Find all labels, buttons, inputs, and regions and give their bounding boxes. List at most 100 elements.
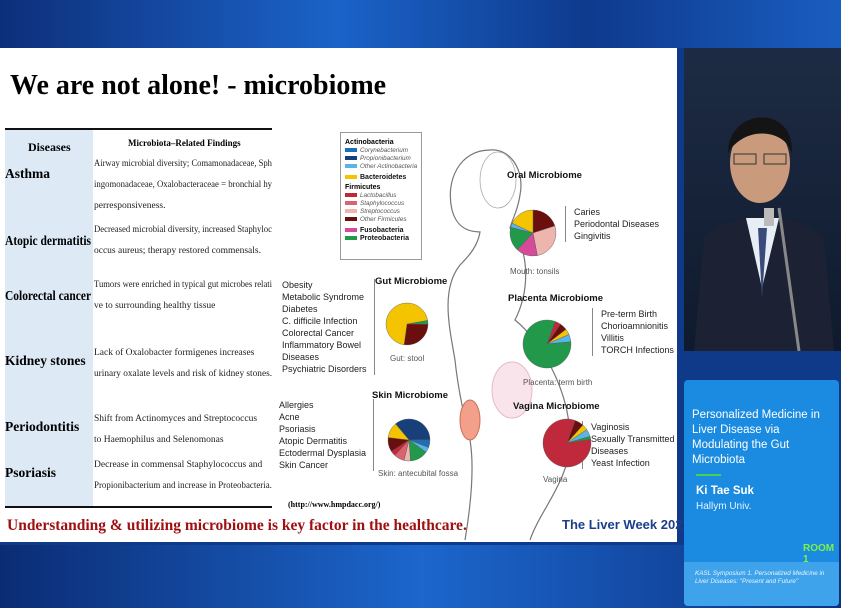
finding-line: Tumors were enriched in typical gut micr… bbox=[94, 280, 273, 290]
accent-line bbox=[696, 474, 721, 476]
finding-line: Lack of Oxalobacter formigenes increases bbox=[94, 348, 255, 358]
vagina-caption: Vagina bbox=[543, 475, 568, 484]
finding-line: Decreased microbial diversity, increased… bbox=[94, 225, 273, 235]
legend-item: Fusobacteria bbox=[345, 226, 417, 234]
legend-swatch bbox=[345, 156, 357, 160]
legend-label: Staphylococcus bbox=[360, 199, 405, 207]
disease-name: Colorectal cancer bbox=[5, 288, 92, 303]
legend-label: Lactobacillus bbox=[360, 191, 397, 199]
disease-item: Diseases bbox=[282, 352, 320, 362]
gut-pie-chart bbox=[385, 302, 429, 346]
gut-caption: Gut: stool bbox=[390, 354, 425, 363]
finding-line: Airway microbial diversity; Comamonadace… bbox=[94, 159, 272, 169]
disease-item: Villitis bbox=[601, 333, 624, 343]
phylum-legend: Actinobacteria Corynebacterium Propionibac… bbox=[340, 132, 422, 260]
oral-microbiome-title: Oral Microbiome bbox=[507, 170, 582, 181]
skin-microbiome-title: Skin Microbiome bbox=[372, 390, 449, 401]
disease-item: Acne bbox=[279, 412, 300, 422]
disease-item: Psychiatric Disorders bbox=[282, 364, 367, 374]
legend-swatch bbox=[345, 164, 357, 168]
talk-title: Personalized Medicine in Liver Disease v… bbox=[692, 409, 820, 466]
body-silhouette bbox=[447, 149, 571, 540]
legend-swatch bbox=[345, 175, 357, 179]
legend-label: Propionibacterium bbox=[360, 154, 411, 162]
speaker-affiliation: Hallym Univ. bbox=[696, 501, 752, 512]
source-note: (http://www.hmpdacc.org/) bbox=[288, 500, 381, 509]
oral-caption: Mouth: tonsils bbox=[510, 267, 560, 276]
disease-name: Kidney stones bbox=[5, 353, 86, 368]
vagina-microbiome-title: Vagina Microbiome bbox=[513, 401, 600, 412]
pie-slice-bacteroidetes bbox=[385, 302, 428, 346]
legend-swatch bbox=[345, 148, 357, 152]
disease-item: Allergies bbox=[279, 400, 314, 410]
legend-item: Staphylococcus bbox=[345, 199, 417, 207]
presentation-slide: We are not alone! - microbiome Diseases … bbox=[0, 48, 690, 542]
header-diseases: Diseases bbox=[28, 140, 71, 154]
speaker-video bbox=[684, 48, 841, 352]
pie-slice-proteobacteria bbox=[522, 319, 572, 369]
disease-name: Asthma bbox=[5, 166, 51, 181]
disease-name: Atopic dermatitis bbox=[5, 233, 92, 248]
disease-item: Obesity bbox=[282, 280, 313, 290]
disease-item: Vaginosis bbox=[591, 422, 630, 432]
disease-item: Yeast Infection bbox=[591, 458, 650, 468]
legend-swatch bbox=[345, 228, 357, 232]
disease-item: Gingivitis bbox=[574, 231, 611, 241]
legend-swatch bbox=[345, 193, 357, 197]
finding-line: occus aureus; therapy restored commensal… bbox=[94, 246, 261, 256]
disease-item: Chorioamnionitis bbox=[601, 321, 669, 331]
legend-swatch bbox=[345, 236, 357, 240]
disease-item: Diseases bbox=[591, 446, 629, 456]
header-findings: Microbiota–Related Findings bbox=[128, 138, 241, 148]
legend-item: Propionibacterium bbox=[345, 154, 417, 162]
legend-item: Other Firmicutes bbox=[345, 215, 417, 223]
legend-label: Bacteroidetes bbox=[360, 173, 407, 181]
skin-caption: Skin: antecubital fossa bbox=[378, 469, 459, 478]
legend-group: Firmicutes bbox=[345, 184, 381, 191]
legend-label: Corynebacterium bbox=[360, 146, 408, 154]
disease-item: Atopic Dermatitis bbox=[279, 436, 348, 446]
disease-item: Ectodermal Dysplasia bbox=[279, 448, 367, 458]
pie-slice-lactobacillus bbox=[542, 418, 592, 468]
legend-label: Proteobacteria bbox=[360, 234, 410, 242]
finding-line: Shift from Actinomyces and Streptococcus bbox=[94, 414, 258, 424]
speaker-figure bbox=[694, 117, 834, 352]
finding-line: urinary oxalate levels and risk of kidne… bbox=[94, 369, 273, 379]
finding-line: ingomonadaceae, Oxalobacteraceae = bronc… bbox=[94, 180, 273, 190]
disease-name: Periodontitis bbox=[5, 419, 80, 434]
disease-item: Pre-term Birth bbox=[601, 309, 658, 319]
symposium-label: KASL Symposium 1. Personalized Medicine … bbox=[684, 562, 839, 606]
disease-item: C. difficile Infection bbox=[282, 316, 358, 326]
disease-item: Periodontal Diseases bbox=[574, 219, 660, 229]
disease-name: Psoriasis bbox=[5, 465, 57, 480]
session-info-card: Personalized Medicine in Liver Disease v… bbox=[684, 380, 839, 606]
legend-group: Actinobacteria bbox=[345, 139, 394, 146]
legend-swatch bbox=[345, 217, 357, 221]
finding-line: perresponsiveness. bbox=[94, 201, 166, 211]
pie-slice-streptococcus bbox=[532, 225, 557, 256]
oral-pie-chart bbox=[509, 209, 557, 257]
legend-item: Streptococcus bbox=[345, 207, 417, 215]
pie-slice-bacteroidetes bbox=[511, 209, 534, 234]
background-top bbox=[0, 0, 841, 48]
placenta-disease-list: Pre-term Birth Chorioamnionitis Villitis TO… bbox=[592, 308, 674, 356]
skin-disease-list: Allergies Acne Psoriasis Atopic Dermatitis E… bbox=[279, 399, 375, 471]
legend-label: Streptococcus bbox=[360, 207, 400, 215]
legend-item: Other Actinobacteria bbox=[345, 162, 417, 170]
disease-item: TORCH Infections bbox=[601, 345, 674, 355]
table-bottom-rule bbox=[5, 506, 272, 508]
disease-item: Psoriasis bbox=[279, 424, 316, 434]
vagina-pie-chart bbox=[542, 418, 592, 468]
disease-item: Caries bbox=[574, 207, 601, 217]
disease-item: Sexually Transmitted bbox=[591, 434, 675, 444]
vagina-disease-list: Vaginosis Sexually Transmitted Diseases Yea… bbox=[582, 421, 675, 469]
disease-item: Skin Cancer bbox=[279, 460, 329, 470]
legend-label: Fusobacteria bbox=[360, 226, 404, 234]
diseases-column-bg bbox=[5, 130, 93, 506]
legend-swatch bbox=[345, 209, 357, 213]
placenta-microbiome-title: Placenta Microbiome bbox=[508, 293, 604, 304]
pie-slice-bacteroidetes bbox=[387, 423, 410, 441]
disease-item: Diabetes bbox=[282, 304, 318, 314]
legend-item: Bacteroidetes bbox=[345, 173, 417, 181]
finding-line: to Haemophilus and Selenomonas bbox=[94, 435, 224, 445]
